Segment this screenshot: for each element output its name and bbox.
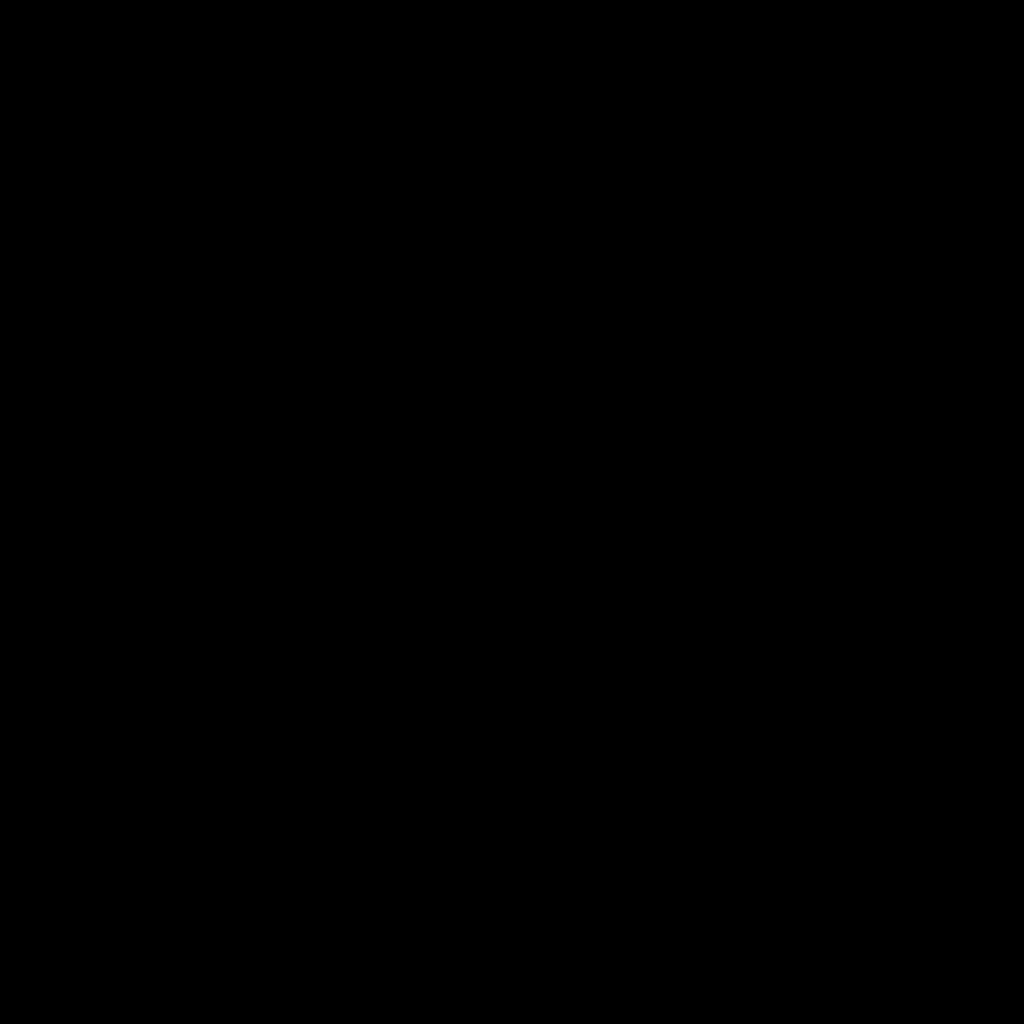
stem-neck [573, 322, 579, 368]
upper-spike-streak [560, 0, 590, 160]
spindle-lower-shadow [490, 268, 660, 322]
upper-spike-right [600, 36, 680, 162]
stem-tail [568, 1008, 574, 1024]
right-cone [720, 170, 898, 255]
stem [568, 322, 579, 1024]
spindle-core [364, 146, 752, 276]
upper-spike-left [484, 0, 590, 160]
upper-spikes [484, 0, 680, 162]
spindle-body [344, 146, 898, 322]
